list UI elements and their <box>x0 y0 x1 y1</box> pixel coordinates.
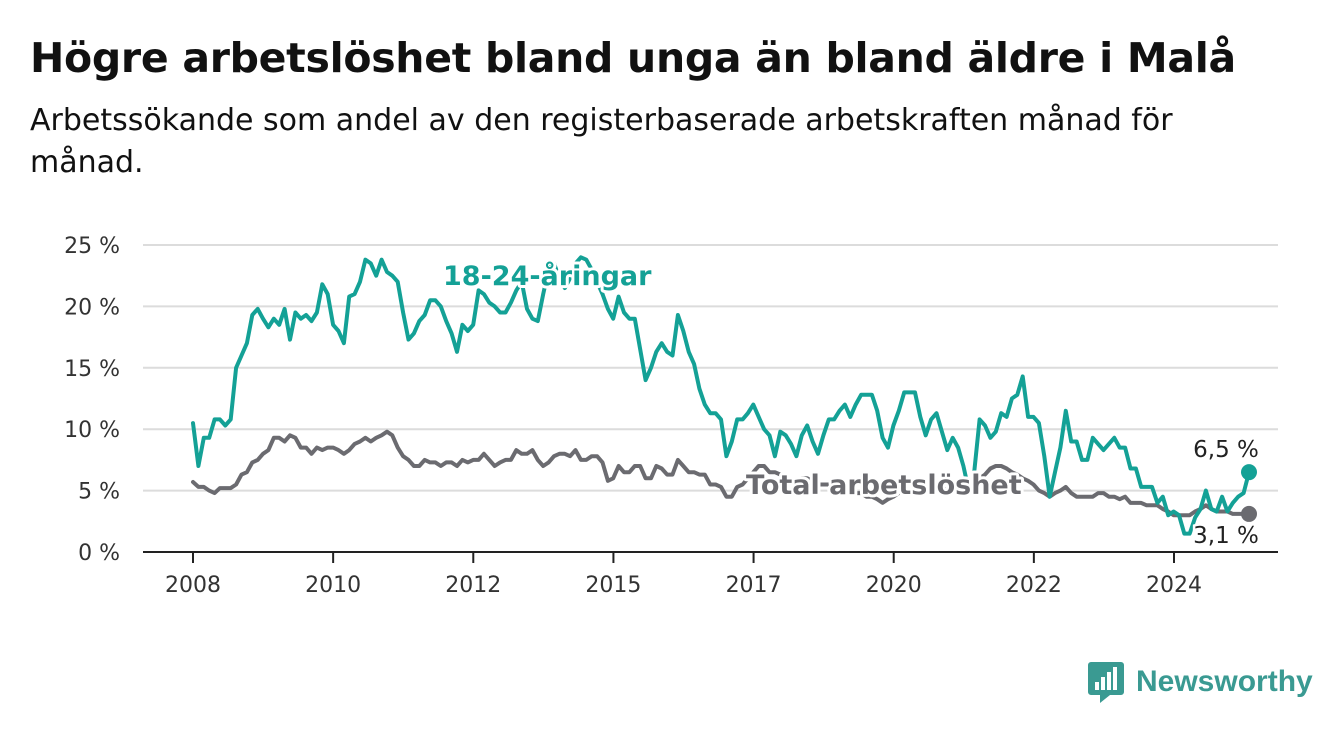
x-tick-label: 2024 <box>1146 573 1202 598</box>
y-tick-label: 0 % <box>78 541 120 566</box>
y-tick-label: 25 % <box>64 234 120 259</box>
x-tick-label: 2022 <box>1006 573 1062 598</box>
series-labels: 18-24-åringar Total arbetslöshet 6,5 % 3,1 … <box>440 257 1261 552</box>
brand-name: Newsworthy <box>1136 665 1313 698</box>
series-label-total: Total arbetslöshet <box>746 470 1022 501</box>
y-tick-label: 10 % <box>64 418 120 443</box>
bar-chart-icon <box>1088 662 1124 703</box>
y-tick-label: 5 % <box>78 480 120 505</box>
x-tick-label: 2008 <box>165 573 221 598</box>
chart-subtitle: Arbetssökande som andel av den registerb… <box>30 103 1173 180</box>
series-line <box>191 429 1251 518</box>
x-tick-label: 2020 <box>866 573 922 598</box>
y-tick-label: 15 % <box>64 357 120 382</box>
x-tick-label: 2012 <box>445 573 501 598</box>
grid <box>143 244 1278 553</box>
end-point <box>1241 505 1257 522</box>
end-value-total: 3,1 % <box>1193 523 1259 549</box>
x-tick-label: 2010 <box>305 573 361 598</box>
x-tick-label: 2015 <box>585 573 641 598</box>
x-axis: 2008 2010 2012 2015 2017 2020 2022 2024 <box>165 552 1202 598</box>
chart-title: Högre arbetslöshet bland unga än bland ä… <box>30 34 1236 82</box>
series-lines <box>191 255 1257 536</box>
newsworthy-logo: Newsworthy <box>1088 660 1313 704</box>
y-axis: 0 % 5 % 10 % 15 % 20 % 25 % <box>64 234 120 566</box>
x-tick-label: 2017 <box>726 573 782 598</box>
end-point <box>1241 464 1257 481</box>
series-line <box>191 255 1251 536</box>
end-value-youth: 6,5 % <box>1193 437 1259 463</box>
series-label-youth: 18-24-åringar <box>443 260 652 292</box>
y-tick-label: 20 % <box>64 295 120 320</box>
